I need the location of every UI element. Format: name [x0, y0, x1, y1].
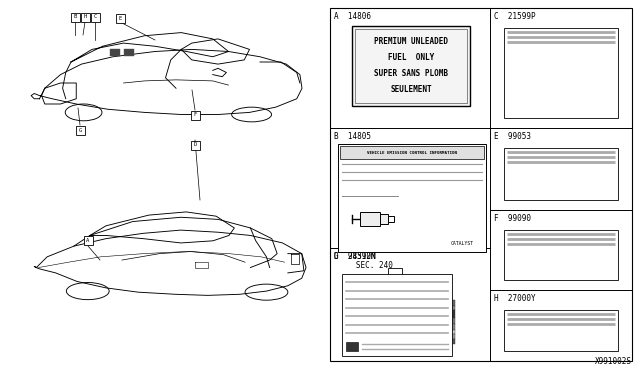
Text: F  99090: F 99090 — [494, 214, 531, 223]
Text: PREMIUM UNLEADED: PREMIUM UNLEADED — [374, 38, 448, 46]
Text: H  27000Y: H 27000Y — [494, 294, 536, 303]
Text: H: H — [83, 15, 86, 19]
Bar — [70, 13, 79, 22]
Bar — [504, 28, 618, 118]
Text: X991002S: X991002S — [595, 357, 632, 366]
Text: F: F — [193, 112, 196, 118]
Text: B: B — [74, 15, 77, 19]
Bar — [76, 125, 84, 135]
Text: G: G — [78, 128, 82, 132]
Bar — [352, 26, 470, 106]
Bar — [355, 29, 467, 103]
Bar — [504, 310, 618, 351]
Text: C: C — [93, 15, 97, 19]
Bar — [360, 300, 455, 306]
Bar — [380, 214, 388, 224]
Bar — [342, 274, 452, 356]
Bar — [504, 148, 618, 200]
Text: A  14806: A 14806 — [334, 12, 371, 21]
Bar — [360, 339, 455, 344]
Text: C  21599P: C 21599P — [494, 12, 536, 21]
Text: VEHICLE EMISSION CONTROL INFORMATION: VEHICLE EMISSION CONTROL INFORMATION — [367, 151, 457, 154]
Text: D  98590N: D 98590N — [334, 252, 376, 261]
Bar — [360, 330, 455, 334]
Bar — [346, 342, 358, 351]
Text: E: E — [118, 16, 122, 20]
Bar — [388, 216, 394, 222]
Bar — [330, 8, 632, 361]
Text: B  14805: B 14805 — [334, 132, 371, 141]
Bar — [360, 212, 380, 226]
Bar — [191, 141, 200, 150]
Bar — [392, 290, 398, 305]
Bar — [90, 13, 99, 22]
Text: SEC. 240: SEC. 240 — [342, 261, 393, 270]
Bar — [388, 268, 402, 290]
Bar — [504, 230, 618, 280]
Bar — [110, 49, 120, 56]
Text: SUPER SANS PLOMB: SUPER SANS PLOMB — [374, 70, 448, 78]
Bar — [338, 144, 486, 252]
Text: G  24312M: G 24312M — [334, 252, 376, 261]
Text: E  99053: E 99053 — [494, 132, 531, 141]
Bar — [191, 110, 200, 119]
Bar — [124, 49, 134, 56]
Bar — [81, 13, 90, 22]
Text: SEULEMENT: SEULEMENT — [390, 86, 432, 94]
Bar — [360, 334, 455, 339]
Bar — [360, 318, 455, 324]
Text: A: A — [86, 237, 90, 243]
Bar — [340, 146, 484, 159]
Bar — [83, 235, 93, 244]
Bar — [360, 310, 455, 318]
Text: D: D — [193, 142, 196, 148]
Bar — [360, 324, 455, 330]
Text: FUEL  ONLY: FUEL ONLY — [388, 54, 434, 62]
Bar — [115, 13, 125, 22]
Text: CATALYST: CATALYST — [451, 241, 474, 246]
Bar — [360, 306, 455, 310]
